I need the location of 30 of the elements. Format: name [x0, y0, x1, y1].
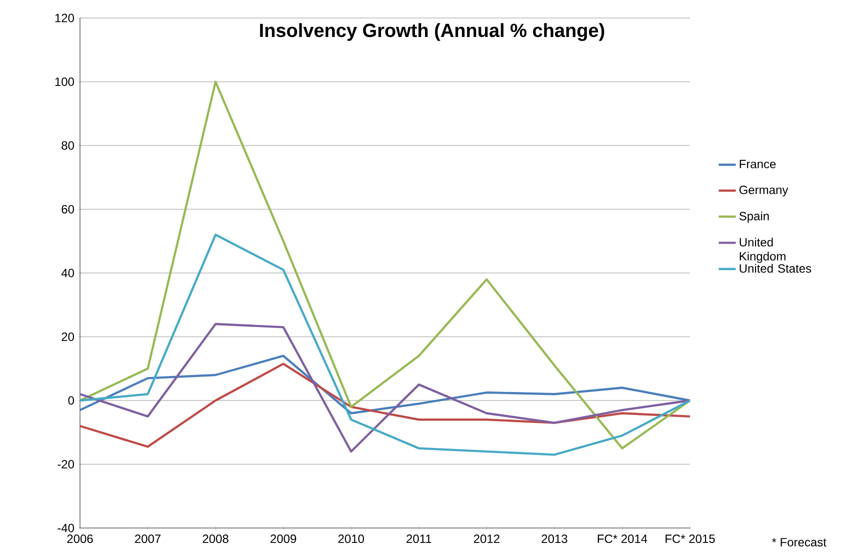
- y-tick-label: 20: [62, 332, 74, 341]
- line-series: [78, 362, 692, 448]
- y-tick-label: -20: [58, 460, 74, 468]
- x-tick-label: 2007: [135, 534, 161, 544]
- legend-label: United Kingdom: [740, 238, 786, 263]
- y-tick-label: 80: [62, 141, 74, 150]
- y-tick-label: 100: [55, 78, 74, 86]
- legend-label: Spain: [739, 212, 769, 223]
- legend-label: United States: [740, 264, 812, 273]
- x-tick-label: 2008: [202, 534, 228, 544]
- x-tick-label: FC* 2014: [598, 534, 648, 544]
- y-tick-label: 40: [61, 268, 74, 278]
- y-tick-label: 0: [68, 396, 74, 405]
- x-tick-label: FC* 2015: [666, 534, 715, 544]
- x-tick-label: 2010: [338, 534, 364, 544]
- y-tick-label: 60: [62, 205, 74, 214]
- x-tick-label: 2006: [67, 534, 93, 544]
- x-tick-label: 2012: [474, 534, 500, 544]
- x-tick-label: 2011: [406, 534, 432, 544]
- line-series: [78, 354, 692, 414]
- y-tick-label: -40: [58, 524, 74, 532]
- line-series: [78, 80, 692, 450]
- chart-title: Insolvency Growth (Annual % change): [260, 23, 604, 41]
- text: * Forecast: [772, 538, 826, 546]
- legend-label: France: [740, 160, 776, 168]
- x-tick-label: 2013: [542, 534, 568, 544]
- x-tick-label: 2009: [270, 534, 296, 544]
- legend-label: Germany: [739, 186, 788, 197]
- line-series: [78, 322, 692, 453]
- y-tick-label: 120: [55, 14, 74, 22]
